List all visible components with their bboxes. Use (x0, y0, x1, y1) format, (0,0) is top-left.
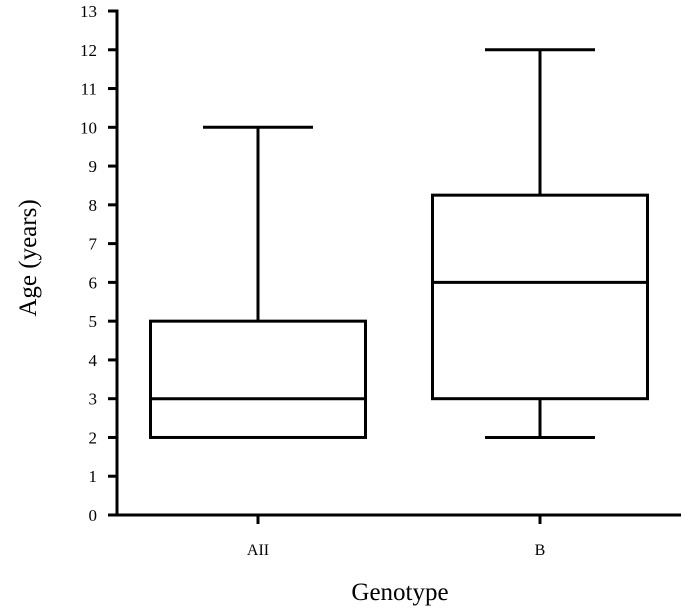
y-tick-label: 11 (81, 80, 97, 99)
box-B (431, 48, 649, 439)
y-tick-label: 2 (89, 428, 98, 447)
x-axis-title: Genotype (351, 579, 448, 606)
y-tick-label: 7 (89, 235, 98, 254)
y-tick-label: 0 (89, 506, 98, 525)
y-tick-label: 8 (89, 196, 98, 215)
y-tick-label: 3 (89, 390, 98, 409)
y-tick-label: 13 (80, 2, 97, 21)
iqr-box (149, 319, 367, 439)
x-tick-label: B (535, 542, 546, 559)
box-AII (149, 125, 367, 439)
boxes (149, 48, 649, 439)
y-tick-label: 12 (80, 41, 97, 60)
y-tick-label: 9 (89, 157, 98, 176)
iqr-box (431, 193, 649, 401)
y-tick-label: 1 (89, 467, 98, 486)
y-tick-label: 10 (80, 118, 97, 137)
y-tick-label: 6 (89, 273, 98, 292)
y-tick-label: 4 (89, 351, 98, 370)
y-axis-title: Age (years) (15, 199, 42, 316)
y-tick-label: 5 (89, 312, 98, 331)
x-tick-label: AII (247, 542, 269, 559)
